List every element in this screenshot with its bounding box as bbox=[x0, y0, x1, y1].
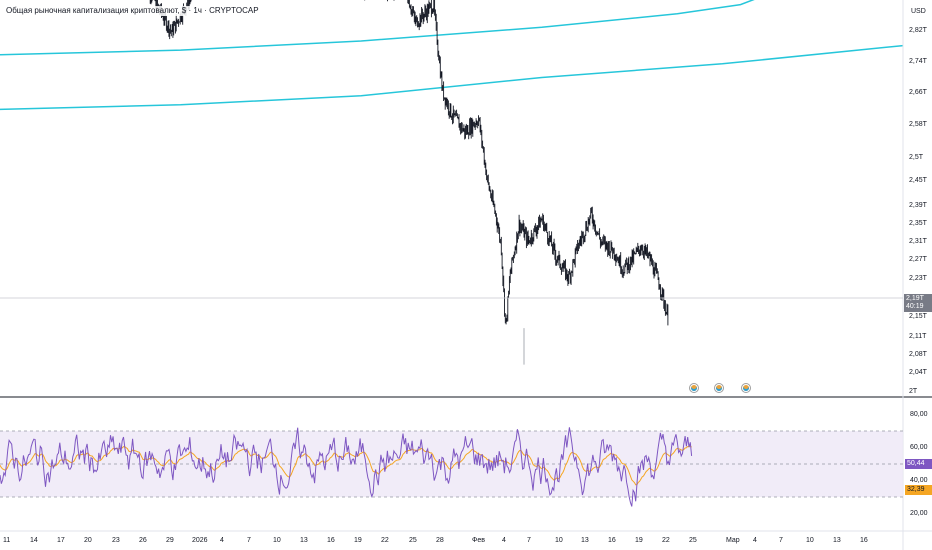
candlesticks[interactable] bbox=[145, 0, 669, 365]
time-tick: Мар bbox=[726, 537, 740, 544]
rsi-value-badge: 50,44 bbox=[905, 459, 932, 469]
time-tick: 20 bbox=[84, 537, 92, 544]
time-tick: 26 bbox=[139, 537, 147, 544]
event-icon[interactable] bbox=[714, 383, 724, 393]
time-tick: 28 bbox=[436, 537, 444, 544]
time-tick: 10 bbox=[806, 537, 814, 544]
price-tick: 2,08T bbox=[909, 351, 927, 358]
rsi-tick: 40,00 bbox=[910, 476, 928, 484]
event-icon[interactable] bbox=[741, 383, 751, 393]
price-tick: 2,27T bbox=[909, 256, 927, 263]
price-tick: 2,66T bbox=[909, 89, 927, 96]
rsi-tick: 80,00 bbox=[910, 410, 928, 418]
rsi-tick: 20,00 bbox=[910, 509, 928, 517]
time-tick: 4 bbox=[502, 537, 506, 544]
time-tick: 13 bbox=[833, 537, 841, 544]
time-tick: 29 bbox=[166, 537, 174, 544]
time-tick: 17 bbox=[57, 537, 65, 544]
price-pane[interactable] bbox=[0, 0, 904, 365]
price-tick: 2,31T bbox=[909, 238, 927, 245]
rsi-tick: 60,00 bbox=[910, 443, 928, 451]
rsi-ma-badge: 32,39 bbox=[905, 485, 932, 495]
time-tick: 4 bbox=[220, 537, 224, 544]
candle-countdown: 40:19 bbox=[906, 303, 924, 310]
time-tick: 13 bbox=[581, 537, 589, 544]
time-tick: 7 bbox=[779, 537, 783, 544]
time-tick: 25 bbox=[689, 537, 697, 544]
time-tick: 19 bbox=[635, 537, 643, 544]
moving-average-line-1[interactable] bbox=[0, 0, 813, 56]
rsi-pane[interactable] bbox=[0, 427, 903, 507]
time-tick: 14 bbox=[30, 537, 38, 544]
price-tick: 2,45T bbox=[909, 177, 927, 184]
price-tick: 2,04T bbox=[909, 369, 927, 376]
time-tick: 11 bbox=[3, 537, 11, 544]
price-tick: 2,39T bbox=[909, 202, 927, 209]
price-tick: 2,35T bbox=[909, 220, 927, 227]
time-tick: 16 bbox=[860, 537, 868, 544]
time-tick: 25 bbox=[409, 537, 417, 544]
price-tick: 2,58T bbox=[909, 121, 927, 128]
price-tick: 2,5T bbox=[909, 154, 924, 161]
time-tick: 7 bbox=[247, 537, 251, 544]
price-tick: 2,74T bbox=[909, 58, 927, 65]
time-tick: 10 bbox=[273, 537, 281, 544]
time-tick: 22 bbox=[381, 537, 389, 544]
time-tick: 22 bbox=[662, 537, 670, 544]
price-tick: 2,11T bbox=[909, 333, 927, 340]
time-tick: 19 bbox=[354, 537, 362, 544]
moving-average-line-2[interactable] bbox=[0, 44, 904, 111]
time-tick: 10 bbox=[555, 537, 563, 544]
time-tick: 4 bbox=[753, 537, 757, 544]
currency-label[interactable]: USD bbox=[911, 8, 926, 15]
rsi-line[interactable] bbox=[0, 427, 693, 507]
time-tick: 16 bbox=[608, 537, 616, 544]
time-tick: 13 bbox=[300, 537, 308, 544]
time-tick: 23 bbox=[112, 537, 120, 544]
chart-title: Общая рыночная капитализация криптовалют… bbox=[4, 6, 261, 16]
price-tick: 2,82T bbox=[909, 27, 927, 34]
price-tick: 2,23T bbox=[909, 275, 927, 282]
time-tick: Фев bbox=[472, 537, 485, 544]
price-tick: 2,15T bbox=[909, 313, 927, 320]
time-tick: 2026 bbox=[192, 537, 208, 544]
price-tick: 2T bbox=[909, 388, 918, 395]
time-tick: 16 bbox=[327, 537, 335, 544]
time-tick: 7 bbox=[527, 537, 531, 544]
current-price-badge: 2,19T 40:19 bbox=[904, 294, 932, 312]
current-price-value: 2,19T bbox=[906, 295, 924, 302]
event-icon[interactable] bbox=[689, 383, 699, 393]
